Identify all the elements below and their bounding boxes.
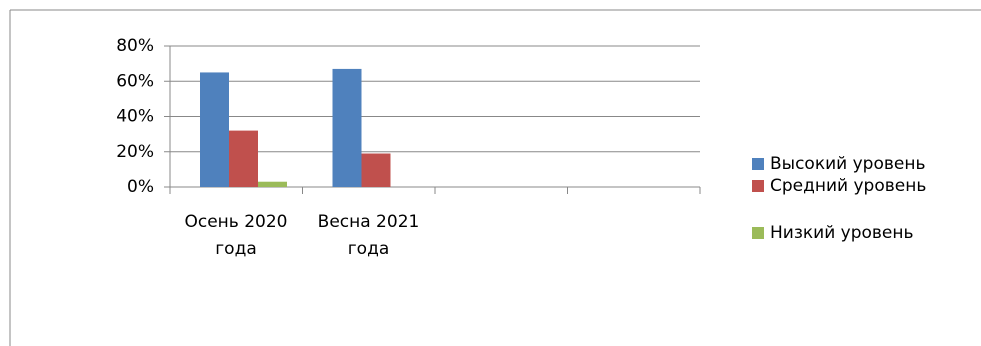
legend-label: Низкий уровень	[770, 223, 914, 243]
legend-label: Высокий уровень	[770, 154, 925, 174]
y-tick-label: 0%	[127, 177, 154, 197]
bar	[229, 130, 258, 187]
bar	[200, 72, 229, 187]
y-tick-label: 40%	[116, 107, 154, 127]
y-tick-label: 20%	[116, 142, 154, 162]
y-tick-label: 60%	[116, 71, 154, 91]
x-tick-label: Весна 2021 года	[317, 212, 420, 259]
x-tick-label: Осень 2020 года	[184, 212, 288, 259]
legend-swatch	[752, 180, 764, 192]
bar	[332, 68, 362, 187]
bar	[361, 153, 391, 187]
y-tick-label: 80%	[116, 36, 154, 56]
legend-swatch	[752, 158, 764, 170]
legend-label: Средний уровень	[770, 176, 926, 196]
bar	[258, 181, 287, 187]
legend-swatch	[752, 227, 764, 239]
